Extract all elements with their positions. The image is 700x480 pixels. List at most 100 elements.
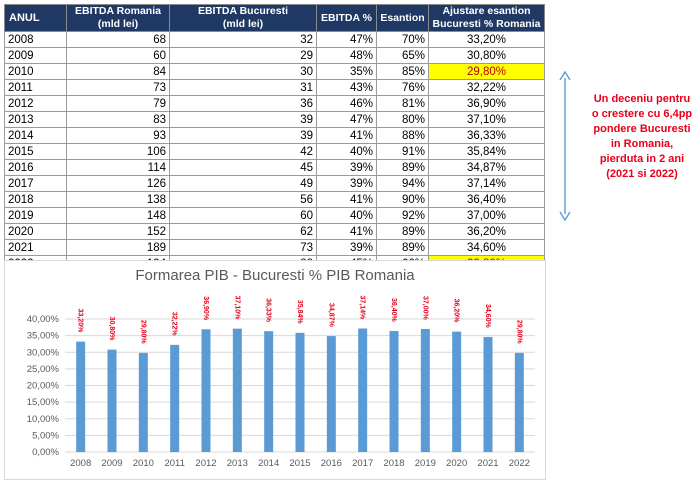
cell-ebitda-bucuresti: 29 [169, 47, 317, 64]
data-label: 36,40% [390, 298, 397, 323]
cell-year: 2014 [4, 127, 67, 144]
cell-ebitda-pct: 39% [316, 175, 377, 192]
cell-esantion: 92% [376, 207, 429, 224]
y-tick-label: 0,00% [32, 447, 59, 458]
annotation-note: Un deceniu pentru o crestere cu 6,4pp po… [591, 93, 693, 180]
bar [514, 352, 524, 452]
column-header-year: ANUL [4, 4, 67, 32]
x-tick-label: 2016 [321, 458, 342, 469]
cell-ebitda-romania: 83 [66, 111, 170, 128]
cell-ebitda-bucuresti: 45 [169, 159, 317, 176]
cell-year: 2021 [4, 239, 67, 256]
data-label: 37,10% [233, 296, 240, 321]
double-arrow-icon [559, 70, 571, 222]
cell-ajustare: 36,40% [428, 191, 545, 208]
bar [107, 349, 117, 452]
bar [295, 332, 305, 452]
cell-ajustare: 36,33% [428, 127, 545, 144]
cell-year: 2020 [4, 223, 67, 240]
x-tick-label: 2012 [195, 458, 216, 469]
cell-ebitda-pct: 41% [316, 127, 377, 144]
cell-esantion: 88% [376, 127, 429, 144]
cell-year: 2008 [4, 31, 67, 48]
cell-ebitda-romania: 148 [66, 207, 170, 224]
cell-ebitda-pct: 48% [316, 47, 377, 64]
cell-ajustare: 37,00% [428, 207, 545, 224]
table-row: 2013 83 39 47% 80% 37,10% [4, 111, 545, 128]
data-label: 33,20% [77, 309, 84, 334]
cell-ajustare: 33,20% [428, 31, 545, 48]
data-label: 37,00% [421, 296, 428, 321]
x-tick-label: 2014 [258, 458, 279, 469]
cell-year: 2019 [4, 207, 67, 224]
y-tick-label: 25,00% [27, 364, 60, 375]
table-row: 2020 152 62 41% 89% 36,20% [4, 223, 545, 240]
cell-ebitda-romania: 189 [66, 239, 170, 256]
y-tick-label: 40,00% [27, 314, 60, 325]
cell-esantion: 70% [376, 31, 429, 48]
bar [326, 336, 336, 452]
cell-ebitda-pct: 39% [316, 239, 377, 256]
cell-esantion: 89% [376, 159, 429, 176]
cell-ebitda-romania: 152 [66, 223, 170, 240]
cell-ebitda-romania: 73 [66, 79, 170, 96]
data-label: 29,80% [139, 320, 146, 345]
table-row: 2019 148 60 40% 92% 37,00% [4, 207, 545, 224]
cell-ajustare: 34,87% [428, 159, 545, 176]
y-tick-label: 30,00% [27, 347, 60, 358]
x-tick-label: 2013 [227, 458, 248, 469]
cell-year: 2010 [4, 63, 67, 80]
table-row: 2016 114 45 39% 89% 34,87% [4, 159, 545, 176]
cell-ebitda-romania: 114 [66, 159, 170, 176]
y-tick-label: 35,00% [27, 331, 60, 342]
cell-esantion: 91% [376, 143, 429, 160]
cell-ajustare: 36,20% [428, 223, 545, 240]
bar [170, 344, 180, 452]
cell-ebitda-pct: 41% [316, 191, 377, 208]
cell-ebitda-pct: 41% [316, 223, 377, 240]
bar [389, 330, 399, 452]
cell-ajustare: 32,22% [428, 79, 545, 96]
cell-year: 2015 [4, 143, 67, 160]
x-tick-label: 2021 [477, 458, 498, 469]
data-label: 29,80% [515, 320, 522, 345]
y-tick-label: 5,00% [32, 430, 59, 441]
cell-ebitda-romania: 84 [66, 63, 170, 80]
cell-ebitda-pct: 35% [316, 63, 377, 80]
data-label: 34,60% [484, 304, 491, 329]
cell-ebitda-bucuresti: 39 [169, 111, 317, 128]
table-body: 2008 68 32 47% 70% 33,20% 2009 60 29 48% 65% 30,80%… [4, 31, 545, 272]
y-tick-label: 20,00% [27, 381, 60, 392]
cell-ajustare: 35,84% [428, 143, 545, 160]
x-tick-label: 2008 [70, 458, 91, 469]
cell-ebitda-romania: 138 [66, 191, 170, 208]
table-row: 2010 84 30 35% 85% 29,80% [4, 63, 545, 80]
table-row: 2014 93 39 41% 88% 36,33% [4, 127, 545, 144]
cell-ebitda-pct: 40% [316, 207, 377, 224]
cell-ajustare: 36,90% [428, 95, 545, 112]
cell-esantion: 85% [376, 63, 429, 80]
bar [483, 336, 493, 452]
cell-ebitda-bucuresti: 62 [169, 223, 317, 240]
cell-ebitda-bucuresti: 42 [169, 143, 317, 160]
cell-esantion: 76% [376, 79, 429, 96]
table-row: 2012 79 36 46% 81% 36,90% [4, 95, 545, 112]
data-label: 30,80% [108, 317, 115, 342]
cell-ebitda-bucuresti: 39 [169, 127, 317, 144]
cell-esantion: 89% [376, 223, 429, 240]
cell-ajustare: 29,80% [428, 63, 545, 80]
cell-year: 2018 [4, 191, 67, 208]
table-row: 2009 60 29 48% 65% 30,80% [4, 47, 545, 64]
cell-ebitda-bucuresti: 56 [169, 191, 317, 208]
y-tick-label: 10,00% [27, 414, 60, 425]
column-header-ebitda-bucuresti: EBITDA Bucuresti (mld lei) [169, 4, 317, 32]
cell-ebitda-bucuresti: 49 [169, 175, 317, 192]
cell-ebitda-bucuresti: 30 [169, 63, 317, 80]
cell-ebitda-pct: 47% [316, 31, 377, 48]
cell-ajustare: 34,60% [428, 239, 545, 256]
chart-canvas: 0,00% 5,00% 10,00% 15,00% 20,00% 25,00% 30,00%… [27, 296, 535, 469]
cell-year: 2012 [4, 95, 67, 112]
cell-year: 2009 [4, 47, 67, 64]
cell-esantion: 89% [376, 239, 429, 256]
x-tick-label: 2009 [101, 458, 122, 469]
